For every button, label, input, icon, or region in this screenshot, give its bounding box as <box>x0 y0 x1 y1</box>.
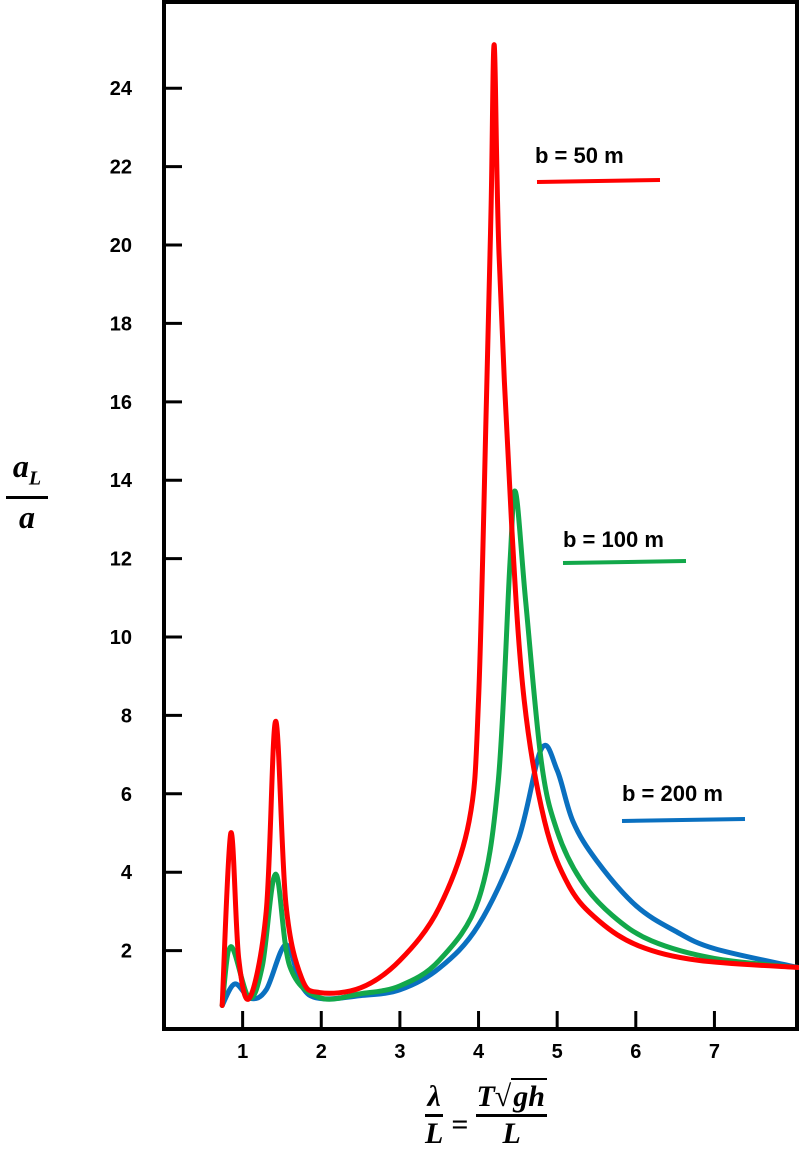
x-tick-label: 3 <box>394 1041 405 1063</box>
legend-label: b = 200 m <box>622 781 723 806</box>
legend-label: b = 50 m <box>535 143 624 168</box>
x-tick-label: 7 <box>709 1041 720 1063</box>
y-label-subscript: L <box>28 467 42 490</box>
y-tick-label: 4 <box>121 862 133 884</box>
y-tick-label: 18 <box>110 313 132 335</box>
plot-frame <box>162 0 799 1031</box>
y-tick-label: 14 <box>110 470 133 492</box>
y-tick-label: 6 <box>121 784 132 806</box>
y-tick-label: 12 <box>110 549 132 571</box>
y-tick-label: 2 <box>121 941 132 963</box>
x-label-rhs-den: L <box>502 1117 521 1150</box>
series-line-b-100-m <box>219 488 799 1008</box>
legend-label: b = 100 m <box>563 527 664 552</box>
x-label-rhs-prefix: T <box>476 1080 495 1113</box>
x-tick-label: 2 <box>316 1041 327 1063</box>
x-axis-label: λ L = T√gh L <box>425 1078 547 1151</box>
x-tick-label: 4 <box>473 1041 485 1063</box>
y-label-denominator: a <box>19 499 35 536</box>
y-tick-label: 8 <box>121 705 132 727</box>
x-label-sqrt-content: gh <box>511 1078 547 1113</box>
x-tick-label: 1 <box>237 1041 248 1063</box>
x-label-lhs-bar <box>425 1114 444 1117</box>
x-label-lhs-num: λ <box>427 1080 441 1113</box>
y-label-numerator: a <box>12 448 29 484</box>
x-tick-label: 6 <box>630 1041 641 1063</box>
x-label-lhs-den: L <box>425 1117 444 1150</box>
x-label-rhs-bar <box>476 1114 547 1117</box>
legend-swatch <box>562 559 687 565</box>
series-line-b-200-m <box>219 742 799 1008</box>
sqrt-symbol: √ <box>494 1080 512 1113</box>
y-tick-label: 20 <box>110 235 132 257</box>
y-label-fraction-bar <box>6 496 48 500</box>
series-line-b-50-m <box>219 42 799 1008</box>
y-tick-label: 16 <box>110 392 132 414</box>
legend-swatch <box>621 817 746 823</box>
legend-swatch <box>536 178 661 184</box>
y-tick-label: 22 <box>110 157 132 179</box>
x-tick-label: 5 <box>552 1041 563 1063</box>
y-axis-label: aL a <box>6 448 48 535</box>
x-label-equals: = <box>451 1107 469 1141</box>
y-tick-label: 24 <box>110 78 133 100</box>
y-tick-label: 10 <box>110 627 132 649</box>
